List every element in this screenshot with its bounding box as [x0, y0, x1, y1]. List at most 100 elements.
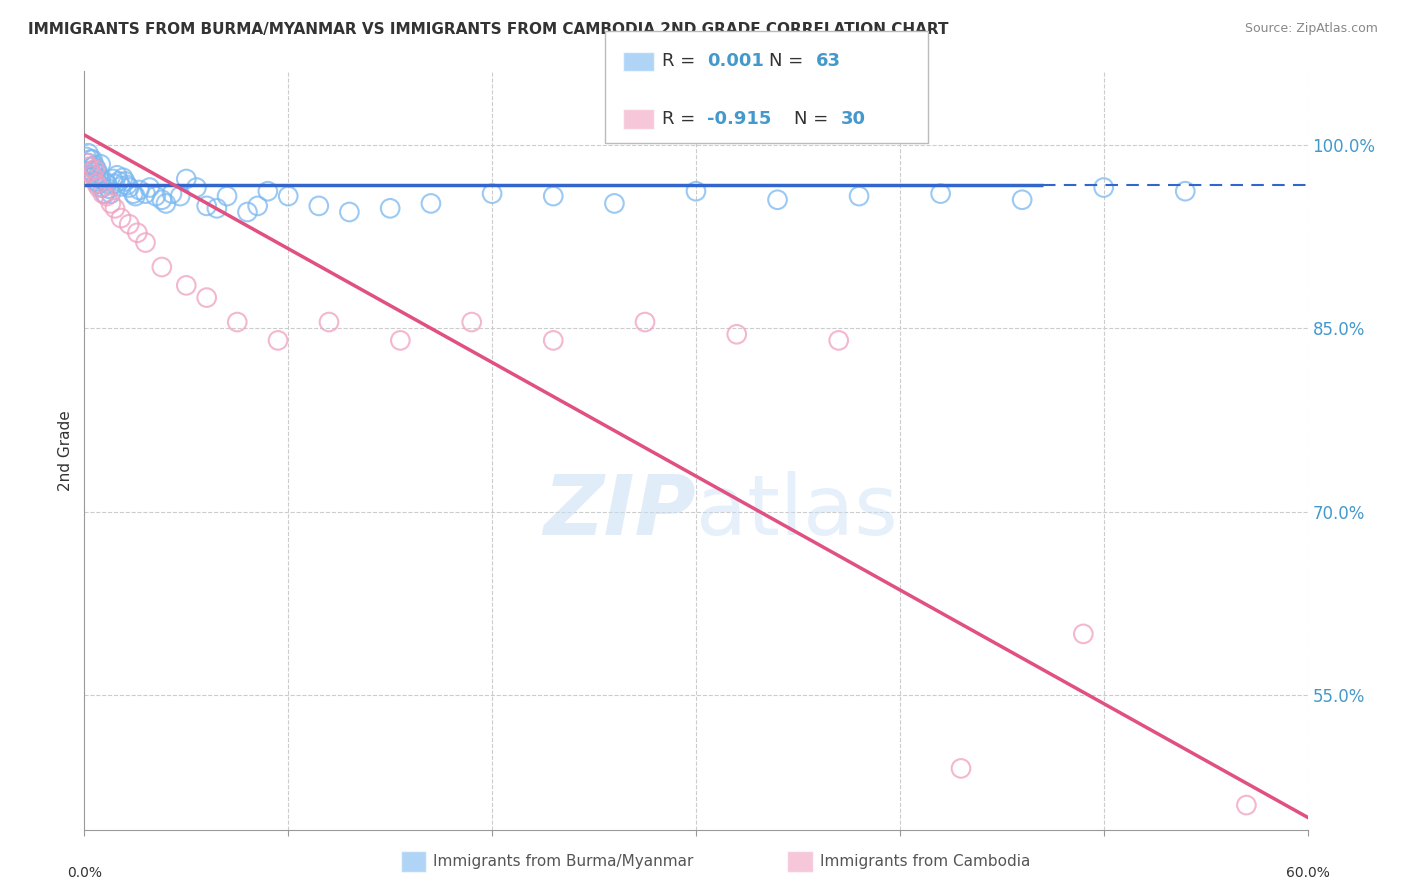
Point [160, 186, 183, 201]
Point [828, 334, 851, 348]
Point [543, 334, 565, 348]
Point [127, 226, 149, 240]
Point [267, 334, 290, 348]
Point [83, 159, 105, 173]
Point [112, 170, 135, 185]
Point [138, 180, 160, 194]
Point [87, 177, 110, 191]
Point [766, 193, 789, 207]
Point [105, 169, 128, 183]
Point [150, 193, 173, 207]
Text: N =: N = [769, 52, 808, 70]
Text: Source: ZipAtlas.com: Source: ZipAtlas.com [1244, 22, 1378, 36]
Point [77, 156, 100, 170]
Point [277, 189, 299, 203]
Point [79, 164, 101, 178]
Text: N =: N = [794, 110, 834, 128]
Point [93, 174, 115, 188]
Point [86, 174, 108, 188]
Text: -0.915: -0.915 [707, 110, 772, 128]
Text: 63: 63 [815, 52, 841, 70]
Point [110, 211, 132, 226]
Point [145, 189, 167, 203]
Point [135, 186, 157, 201]
Text: ZIP: ZIP [543, 471, 696, 551]
Point [87, 180, 110, 194]
Text: Immigrants from Cambodia: Immigrants from Cambodia [820, 855, 1031, 869]
Point [1073, 627, 1095, 641]
Point [86, 177, 108, 191]
Point [97, 182, 120, 196]
Point [90, 172, 112, 186]
Point [82, 169, 104, 183]
Point [1092, 180, 1115, 194]
Point [155, 196, 177, 211]
Point [389, 334, 412, 348]
Point [1174, 184, 1197, 198]
Point [128, 183, 150, 197]
Point [195, 199, 218, 213]
Point [135, 235, 157, 250]
Point [318, 315, 340, 329]
Text: R =: R = [662, 52, 702, 70]
Point [118, 180, 141, 194]
Point [79, 164, 101, 178]
Point [115, 178, 138, 193]
Point [174, 172, 197, 186]
Point [77, 160, 100, 174]
Point [90, 157, 112, 171]
Point [150, 260, 173, 274]
Point [110, 179, 132, 194]
Text: IMMIGRANTS FROM BURMA/MYANMAR VS IMMIGRANTS FROM CAMBODIA 2ND GRADE CORRELATION : IMMIGRANTS FROM BURMA/MYANMAR VS IMMIGRA… [28, 22, 949, 37]
Point [169, 189, 191, 203]
Point [195, 291, 218, 305]
Point [114, 174, 136, 188]
Point [205, 202, 228, 216]
Point [420, 196, 443, 211]
Text: Immigrants from Burma/Myanmar: Immigrants from Burma/Myanmar [433, 855, 693, 869]
Text: 30: 30 [841, 110, 866, 128]
Point [186, 180, 208, 194]
Point [86, 162, 108, 177]
Point [75, 156, 97, 170]
Point [543, 189, 565, 203]
Point [246, 199, 269, 213]
Point [461, 315, 484, 329]
Point [83, 169, 105, 183]
Point [83, 162, 105, 177]
Point [603, 196, 626, 211]
Point [91, 186, 114, 201]
Point [236, 205, 259, 219]
Point [481, 186, 503, 201]
Point [1011, 193, 1033, 207]
Point [100, 186, 122, 201]
Point [118, 217, 141, 231]
Point [82, 153, 104, 167]
Point [339, 205, 361, 219]
Point [93, 186, 115, 201]
Point [380, 202, 402, 216]
Point [122, 186, 145, 201]
Point [226, 315, 249, 329]
Point [950, 761, 973, 775]
Text: 0.001: 0.001 [707, 52, 763, 70]
Point [104, 177, 127, 191]
Text: R =: R = [662, 110, 702, 128]
Point [91, 180, 114, 194]
Point [217, 189, 239, 203]
Point [725, 327, 748, 342]
Point [308, 199, 330, 213]
Y-axis label: 2nd Grade: 2nd Grade [58, 410, 73, 491]
Text: 60.0%: 60.0% [1285, 866, 1330, 880]
Point [174, 278, 197, 293]
Point [82, 160, 104, 174]
Point [108, 174, 131, 188]
Point [104, 202, 127, 216]
Point [685, 184, 707, 198]
Point [634, 315, 657, 329]
Point [124, 189, 146, 203]
Text: 0.0%: 0.0% [67, 866, 101, 880]
Point [929, 186, 952, 201]
Point [100, 196, 122, 211]
Point [1236, 798, 1258, 813]
